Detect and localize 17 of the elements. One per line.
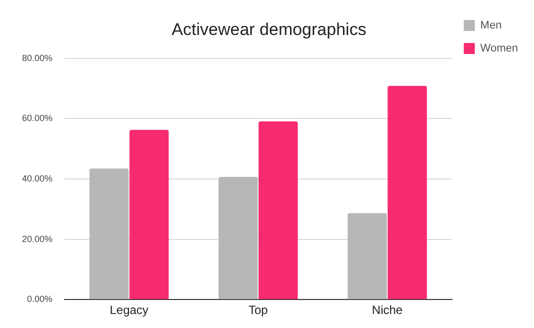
chart-title: Activewear demographics <box>172 20 366 39</box>
bar <box>258 121 298 300</box>
x-tick-label: Top <box>248 303 268 318</box>
y-tick-label: 20.00% <box>22 234 53 244</box>
legend-label: Women <box>480 42 518 55</box>
y-tick-label: 80.00% <box>22 52 53 63</box>
bar <box>218 176 258 300</box>
x-tick-label: Niche <box>372 303 403 318</box>
y-tick-label: 40.00% <box>22 173 53 184</box>
bar <box>129 130 169 300</box>
bar <box>348 213 387 300</box>
y-tick-label: 0.00% <box>26 294 53 304</box>
y-tick-label: 60.00% <box>22 113 53 124</box>
bar <box>89 168 129 300</box>
x-tick-label: Legacy <box>110 303 148 318</box>
legend-label: Men <box>480 20 502 32</box>
bar <box>388 86 427 300</box>
